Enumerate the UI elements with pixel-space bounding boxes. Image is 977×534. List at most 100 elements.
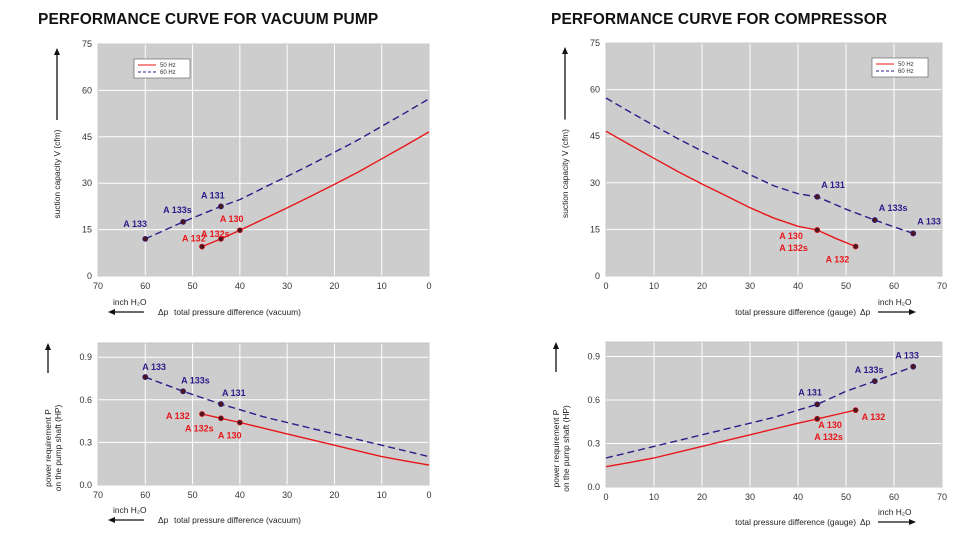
point-label: A 130 (818, 420, 842, 430)
y-tick-label: 60 (82, 85, 92, 95)
y-axis-title-line2: on the pump shaft (HP) (561, 405, 571, 492)
point-label: A 133s (855, 365, 884, 375)
x-axis-prefix: Δp (860, 307, 871, 317)
x-tick-label: 20 (697, 281, 707, 291)
series-line-50-hz (605, 409, 856, 468)
chart-vac-power: 70 60 50 40 30 20 10 0 0.0 0.3 0.6 0.9 A 133 A 133s A … (43, 342, 432, 525)
data-point (871, 217, 878, 223)
y-tick-label: 0.3 (587, 439, 600, 449)
point-label: A 131 (201, 190, 225, 200)
plot-area (98, 343, 429, 485)
point-label: A 133 (917, 216, 941, 226)
x-tick-label: 20 (697, 492, 707, 502)
arrow-head (553, 342, 559, 349)
plot-frame (605, 42, 943, 277)
y-axis-label: suction capacity V (cfm) (52, 48, 62, 218)
data-point (218, 415, 224, 422)
x-tick-label: 30 (745, 281, 755, 291)
point-label: A 132s (185, 423, 214, 433)
x-tick-label: 30 (282, 281, 292, 291)
x-axis-unit: inch H₂O (878, 297, 912, 307)
legend-label: 50 Hz (160, 63, 176, 69)
series-line-50-hz (605, 130, 856, 248)
y-tick-label: 60 (590, 85, 600, 95)
y-tick-label: 15 (590, 224, 600, 234)
point-label: A 131 (798, 387, 822, 397)
x-tick-label: 10 (377, 490, 387, 500)
data-point (142, 235, 149, 242)
y-tick-label: 45 (82, 132, 92, 142)
y-tick-label: 75 (82, 39, 92, 49)
point-label: A 132s (201, 229, 230, 239)
y-tick-label: 0.3 (79, 437, 92, 447)
x-axis-prefix: Δp (860, 517, 871, 527)
data-point (814, 193, 821, 200)
series-line-60-hz (605, 365, 914, 459)
x-tick-label: 0 (426, 490, 431, 500)
x-axis-label: total pressure difference (gauge) Δp inch … (735, 297, 916, 317)
x-tick-label: 40 (235, 490, 245, 500)
y-tick-label: 0 (595, 271, 600, 281)
y-tick-label: 45 (590, 131, 600, 141)
x-axis-title: total pressure difference (vacuum) (174, 307, 301, 317)
legend-label: 60 Hz (160, 70, 176, 76)
point-label: A 132s (814, 432, 843, 442)
legend-label: 50 Hz (898, 62, 914, 68)
x-tick-label: 20 (329, 490, 339, 500)
point-label: A 133s (163, 205, 192, 215)
arrow-head (54, 48, 60, 55)
data-point (814, 227, 821, 233)
plot-area (606, 43, 942, 276)
plot-area (98, 44, 429, 276)
plot-frame (97, 342, 430, 486)
plot-frame (605, 341, 943, 488)
title-vacuum-pump: PERFORMANCE CURVE FOR VACUUM PUMP (38, 11, 379, 28)
y-tick-label: 0.6 (79, 395, 92, 405)
point-label: A 131 (821, 180, 845, 190)
x-tick-label: 60 (140, 490, 150, 500)
data-point (814, 415, 821, 422)
series-line-50-hz (201, 413, 430, 466)
y-tick-label: 0 (87, 271, 92, 281)
data-point (180, 388, 187, 395)
point-label: A 132 (826, 254, 850, 264)
data-point (852, 243, 859, 250)
arrow-head (562, 47, 568, 54)
y-axis-title-line1: power requirement P (551, 409, 561, 487)
x-axis-label: inch H₂O Δp total pressure difference (vac… (108, 297, 301, 317)
legend-box (871, 57, 929, 78)
x-tick-label: 30 (282, 490, 292, 500)
point-label: A 130 (220, 214, 244, 224)
x-tick-label: 40 (793, 281, 803, 291)
y-tick-label: 15 (82, 225, 92, 235)
y-axis-label: suction capacity V (cfm) (560, 47, 570, 218)
point-label: A 133s (181, 375, 210, 385)
point-label: A 133 (895, 351, 919, 361)
y-tick-label: 0.9 (587, 352, 600, 362)
x-tick-label: 0 (603, 281, 608, 291)
y-axis-title-line2: on the pump shaft (HP) (53, 405, 63, 492)
data-point (218, 401, 224, 407)
arrow-head (909, 519, 916, 525)
x-tick-label: 50 (188, 490, 198, 500)
legend-label: 60 Hz (898, 69, 914, 75)
point-label: A 130 (779, 231, 803, 241)
data-point (199, 243, 205, 250)
arrow-head (909, 309, 916, 315)
data-point (814, 401, 821, 408)
x-axis-unit: inch H₂O (113, 505, 147, 515)
point-label: A 133 (123, 219, 147, 229)
data-point (871, 378, 878, 385)
x-tick-label: 70 (93, 490, 103, 500)
x-axis-title: total pressure difference (gauge) (735, 517, 856, 527)
x-tick-label: 10 (649, 281, 659, 291)
arrow-head (45, 343, 51, 350)
x-tick-label: 0 (603, 492, 608, 502)
x-tick-label: 40 (235, 281, 245, 291)
x-tick-label: 70 (937, 281, 947, 291)
x-tick-label: 20 (329, 281, 339, 291)
point-label: A 133 (142, 362, 166, 372)
arrow-head (108, 309, 115, 315)
